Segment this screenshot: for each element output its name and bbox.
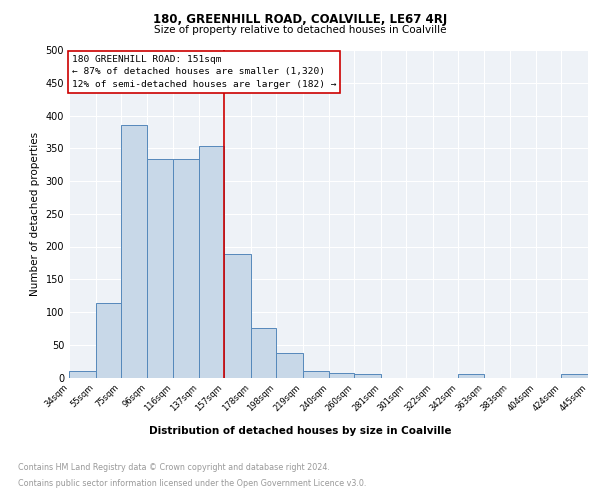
Text: Size of property relative to detached houses in Coalville: Size of property relative to detached ho… xyxy=(154,25,446,35)
Bar xyxy=(69,371,95,378)
Text: 180 GREENHILL ROAD: 151sqm
← 87% of detached houses are smaller (1,320)
12% of s: 180 GREENHILL ROAD: 151sqm ← 87% of deta… xyxy=(71,55,336,89)
Bar xyxy=(121,124,147,378)
Text: Contains public sector information licensed under the Open Government Licence v3: Contains public sector information licen… xyxy=(18,478,367,488)
Bar xyxy=(199,146,224,378)
Text: 180, GREENHILL ROAD, COALVILLE, LE67 4RJ: 180, GREENHILL ROAD, COALVILLE, LE67 4RJ xyxy=(153,12,447,26)
Bar xyxy=(458,374,484,378)
Bar xyxy=(329,373,355,378)
Bar xyxy=(224,254,251,378)
Bar xyxy=(173,160,199,378)
Bar xyxy=(276,352,302,378)
Text: Distribution of detached houses by size in Coalville: Distribution of detached houses by size … xyxy=(149,426,451,436)
Bar xyxy=(95,303,121,378)
Y-axis label: Number of detached properties: Number of detached properties xyxy=(30,132,40,296)
Bar xyxy=(147,160,173,378)
Bar xyxy=(251,328,276,378)
Bar xyxy=(355,374,381,378)
Bar xyxy=(302,371,329,378)
Bar xyxy=(562,374,588,378)
Text: Contains HM Land Registry data © Crown copyright and database right 2024.: Contains HM Land Registry data © Crown c… xyxy=(18,464,330,472)
